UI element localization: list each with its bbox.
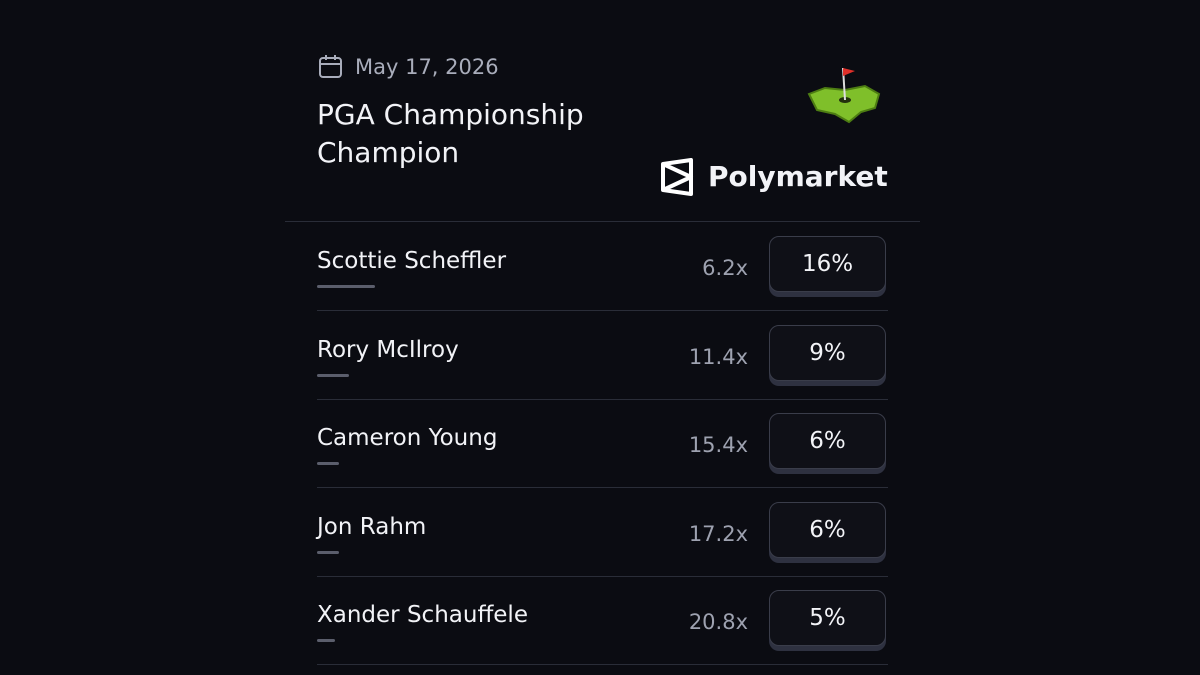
header-divider [285,221,920,222]
row-divider [317,664,888,665]
calendar-icon [319,55,342,78]
payout-odds: 20.8x [688,610,748,634]
outcome-name: Jon Rahm [317,513,427,540]
payout-odds: 11.4x [688,344,748,369]
outcome-name: Scottie Scheffler [317,248,507,274]
outcome-name: Cameron Young [317,425,498,451]
chance-bar [317,373,350,377]
payout-odds: 15.4x [688,433,748,457]
payout-odds: 17.2x [688,521,748,546]
chance-button[interactable]: 16% [769,236,886,292]
row-divider [317,398,888,400]
chance-button[interactable]: 6% [769,501,886,558]
outcome-name: Rory McIlroy [317,336,459,363]
chance-bar [317,639,335,642]
golf-icon [807,67,881,124]
row-divider [317,487,888,488]
chance-button[interactable]: 5% [769,590,886,646]
outcome-name: Xander Schauffele [317,602,528,628]
chance-button[interactable]: 9% [769,324,886,381]
chance-bar [317,550,339,554]
chance-button[interactable]: 6% [769,413,886,469]
event-date: May 17, 2026 [355,55,499,79]
brand-name: Polymarket [708,160,888,193]
chance-bar [317,285,375,288]
row-divider [317,310,888,311]
brand-logo [661,158,693,196]
chance-bar [317,462,339,465]
market-title: PGA Championship Champion [317,98,584,169]
row-divider [317,575,888,577]
payout-odds: 6.2x [702,256,748,280]
